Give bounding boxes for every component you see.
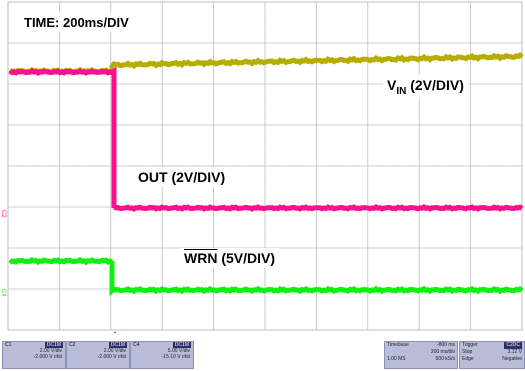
wrn-label-main: WRN (184, 250, 218, 266)
timebase-samples: 1.00 MS (387, 356, 406, 362)
channel-1-coupling: DC1M (44, 342, 63, 348)
timebase-rate: 500 kS/s (435, 356, 455, 362)
timebase-panel[interactable]: Timebase -800 ms 200 ms/div 1.00 MS 500 kS… (384, 341, 458, 369)
channel-1-name: C1 (5, 342, 12, 348)
trigger-mode: Stop (462, 349, 473, 355)
trigger-type: Edge (462, 356, 474, 362)
vin-label-scale: (2V/DIV) (406, 77, 464, 93)
channel-4-offset: -15.10 V ofst (161, 354, 190, 360)
timebase-delay: -800 ms (436, 342, 455, 348)
channel-2-scale: 2.00 V/div (103, 348, 126, 354)
channel-2-panel[interactable]: C2 DC1M 2.00 V/div -2.000 V ofst (66, 341, 130, 369)
wrn-label-scale: (5V/DIV) (217, 250, 276, 266)
channel-4-panel[interactable]: C4 DC1M 5.00 V/div -15.10 V ofst (130, 341, 194, 369)
out-annotation: OUT (2V/DIV) (134, 167, 230, 187)
c4-marker: C4 (0, 289, 6, 297)
trigger-level: 3.12 V (507, 349, 522, 355)
trigger-channels: C2DC (504, 342, 522, 349)
channel-1-scale: 2.00 V/div (39, 348, 62, 354)
channel-4-scale: 5.00 V/div (167, 348, 190, 354)
channel-1-panel[interactable]: C1 DC1M 2.00 V/div -2.000 V ofst (2, 341, 66, 369)
vin-label-main: V (387, 77, 397, 93)
trigger-panel[interactable]: Trigger C2DC Stop 3.12 V Edge Negative (459, 341, 525, 369)
out-trace (8, 66, 524, 212)
channel-1-offset: -2.000 V ofst (33, 354, 62, 360)
vin-annotation: VIN (2V/DIV) (383, 75, 468, 99)
traces (8, 52, 524, 297)
timebase-label: Timebase (387, 342, 409, 348)
channel-4-name: C4 (133, 342, 140, 348)
timebase-annotation: TIME: 200ms/DIV (20, 13, 133, 32)
trigger-label: Trigger (462, 342, 478, 348)
wrn-annotation: WRN (5V/DIV) (180, 248, 280, 268)
timebase-scale: 200 ms/div (430, 349, 455, 355)
c2-marker: C2 (0, 210, 6, 218)
channel-2-name: C2 (69, 342, 76, 348)
wrn-trace (8, 256, 524, 297)
channel-2-coupling: DC1M (108, 342, 127, 348)
vin-label-sub: IN (396, 85, 407, 97)
channel-4-coupling: DC1M (172, 342, 191, 348)
channel-2-offset: -2.000 V ofst (97, 354, 126, 360)
graticule (7, 1, 523, 331)
trigger-slope: Negative (502, 356, 522, 362)
